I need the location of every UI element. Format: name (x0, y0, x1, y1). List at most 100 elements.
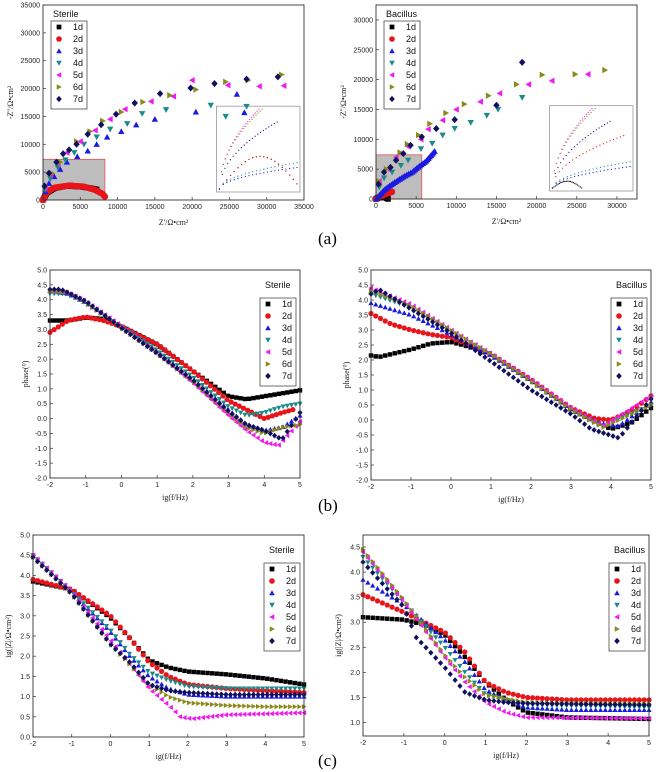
data-point (516, 369, 521, 375)
data-point (200, 685, 206, 690)
inset-point (580, 120, 582, 122)
data-point (127, 331, 134, 338)
data-point (578, 707, 584, 713)
legend-label: 2d (282, 311, 292, 321)
legend-label: 1d (73, 22, 83, 32)
data-point (530, 695, 536, 701)
inset-point (568, 180, 570, 182)
data-point (417, 146, 425, 153)
data-point (462, 659, 468, 665)
data-point (209, 713, 215, 720)
inset-point (235, 136, 237, 138)
data-point (418, 622, 424, 629)
data-point (267, 430, 273, 437)
legend-label: 2d (73, 34, 83, 44)
data-point (452, 657, 458, 663)
inset-point (292, 162, 294, 164)
data-point (65, 146, 73, 154)
inset-point (289, 167, 291, 170)
data-point (122, 654, 128, 661)
data-point (535, 711, 540, 717)
data-point (404, 618, 409, 623)
data-point (122, 645, 128, 651)
data-point (246, 413, 252, 418)
data-point (401, 325, 407, 331)
data-point (428, 629, 434, 635)
legend-marker-5d (265, 349, 271, 355)
inset-point (606, 141, 608, 143)
inset-point (285, 170, 287, 172)
data-point (467, 665, 473, 671)
legend-box (610, 297, 648, 387)
data-point (433, 635, 439, 640)
data-point (476, 678, 482, 684)
inset-point (257, 112, 259, 114)
y-tick-label: 2.0 (20, 654, 30, 661)
inset-point (254, 112, 256, 114)
data-point (387, 320, 393, 327)
data-point (375, 615, 380, 621)
data-point (520, 700, 526, 707)
data-point (451, 126, 458, 132)
inset-point (574, 175, 576, 178)
data-point (389, 591, 395, 598)
legend-marker-1d (616, 301, 622, 307)
inset-point (229, 174, 232, 177)
data-point (510, 374, 516, 381)
inset-point (261, 108, 263, 110)
inset-point (565, 141, 567, 143)
data-point (420, 313, 426, 320)
data-point (229, 416, 235, 422)
data-point (218, 686, 224, 691)
inset-point (581, 174, 583, 176)
data-point (99, 607, 105, 613)
x-tick-label: 1 (484, 740, 488, 747)
inset-point (579, 186, 581, 188)
data-point (447, 671, 453, 677)
data-point (156, 90, 164, 98)
data-point (396, 323, 403, 330)
data-point (233, 419, 239, 425)
data-point (271, 432, 278, 439)
data-point (136, 337, 142, 344)
data-point (399, 608, 405, 614)
inset-point (249, 120, 251, 123)
data-point (540, 712, 545, 717)
inset-point (574, 173, 576, 175)
data-point (268, 393, 273, 398)
data-point (411, 346, 416, 351)
inset-point (237, 133, 239, 135)
data-point (242, 412, 248, 418)
data-point (373, 288, 379, 295)
data-point (396, 308, 403, 314)
data-point (406, 304, 412, 311)
data-point (641, 715, 647, 722)
x-tick-label: -2 (30, 741, 36, 748)
x-axis-label: ig(f/Hz) (162, 493, 188, 502)
data-point (278, 704, 284, 710)
inset-point (563, 181, 565, 183)
y-tick-label: 30000 (354, 17, 374, 24)
data-point (423, 644, 429, 651)
y-tick-label: 4.0 (350, 570, 360, 577)
data-point (140, 664, 146, 670)
data-point (411, 328, 417, 334)
inset-point (560, 162, 562, 164)
data-point (374, 585, 381, 591)
data-point (288, 422, 295, 429)
legend-box (263, 562, 301, 652)
data-point (588, 701, 594, 708)
inset-point (551, 187, 554, 189)
data-point (177, 688, 183, 695)
data-point (195, 372, 201, 379)
inset-point (281, 169, 283, 171)
plot-frame (370, 269, 652, 481)
data-point (437, 649, 443, 655)
y-tick-label: 0 (369, 197, 373, 204)
panel-label-b: (b) (318, 496, 338, 515)
data-point (154, 660, 160, 666)
data-point (578, 701, 584, 707)
data-point (106, 316, 112, 322)
data-point (406, 347, 412, 353)
data-point (228, 672, 233, 678)
